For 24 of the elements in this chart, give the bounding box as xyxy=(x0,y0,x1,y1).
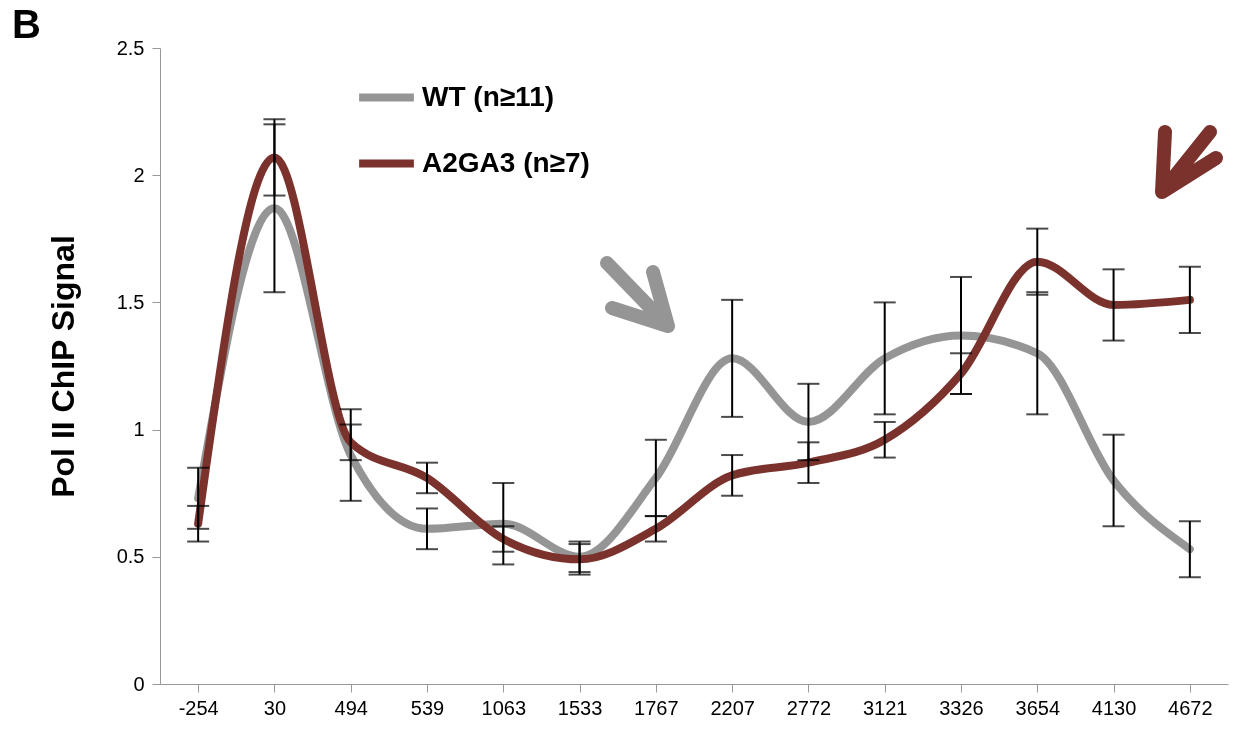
x-tick-label: 3326 xyxy=(939,696,984,719)
x-tick-label: 4672 xyxy=(1168,696,1213,719)
x-tick-label: 1063 xyxy=(481,696,527,719)
y-tick-label: 2 xyxy=(133,163,145,186)
legend-label: WT (n≥11) xyxy=(422,80,555,112)
x-tick-label: 3654 xyxy=(1015,696,1061,719)
x-tick-label: 2207 xyxy=(710,696,755,719)
x-tick-label: 1767 xyxy=(634,696,679,719)
x-tick-label: 494 xyxy=(334,696,368,719)
x-tick-label: 3121 xyxy=(862,696,908,719)
y-tick-label: 1 xyxy=(133,418,145,441)
y-tick-label: 1.5 xyxy=(116,290,145,313)
x-tick-label: 4130 xyxy=(1091,696,1137,719)
x-tick-label: 539 xyxy=(410,696,445,719)
y-tick-label: 2.5 xyxy=(116,36,145,59)
x-tick-label: 1533 xyxy=(557,696,603,719)
x-tick-label: -254 xyxy=(178,696,219,719)
y-tick-label: 0.5 xyxy=(116,545,145,568)
y-tick-label: 0 xyxy=(133,672,145,695)
legend-label: A2GA3 (n≥7) xyxy=(422,146,590,178)
x-tick-label: 2772 xyxy=(786,696,832,719)
y-axis-title: Pol II ChIP Signal xyxy=(44,235,81,498)
x-tick-label: 30 xyxy=(263,696,287,719)
text: B xyxy=(12,2,41,47)
